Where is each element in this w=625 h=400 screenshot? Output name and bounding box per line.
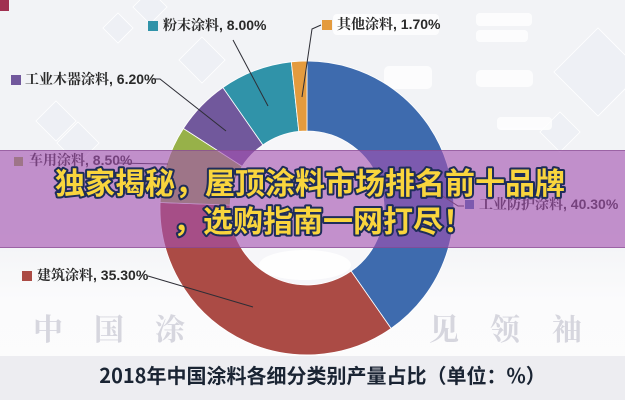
svg-text:，选购指南一网打尽！: ，选购指南一网打尽！	[173, 197, 473, 241]
svg-text:独家揭秘，屋顶涂料市场排名前十品牌: 独家揭秘，屋顶涂料市场排名前十品牌	[55, 159, 565, 203]
